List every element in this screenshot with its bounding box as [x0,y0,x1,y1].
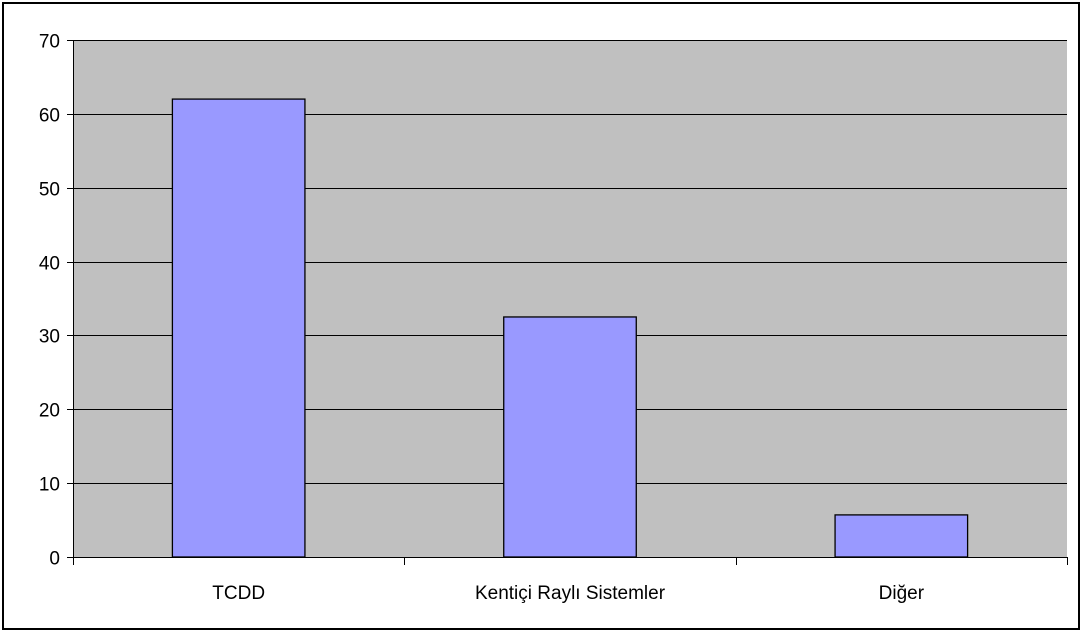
bar [503,316,637,558]
y-tick-label: 40 [39,254,60,275]
x-tick-label: TCDD [212,583,265,604]
y-tick-label: 60 [39,106,60,127]
y-tick-label: 50 [39,180,60,201]
y-tick-label: 70 [39,32,60,53]
bar [171,98,306,558]
y-tick-label: 30 [39,327,60,348]
axes [67,40,1068,565]
x-tick-label: Diğer [879,583,925,604]
y-tick-label: 20 [39,401,60,422]
y-tick-label: 0 [49,549,60,570]
y-tick-label: 10 [39,475,60,496]
bar [834,514,969,558]
x-tick-label: Kentiçi Raylı Sistemler [475,583,666,604]
tick-labels: 0 10 20 30 40 50 60 70 TCDD Kentiçi Raylı Sisteml… [39,32,925,605]
